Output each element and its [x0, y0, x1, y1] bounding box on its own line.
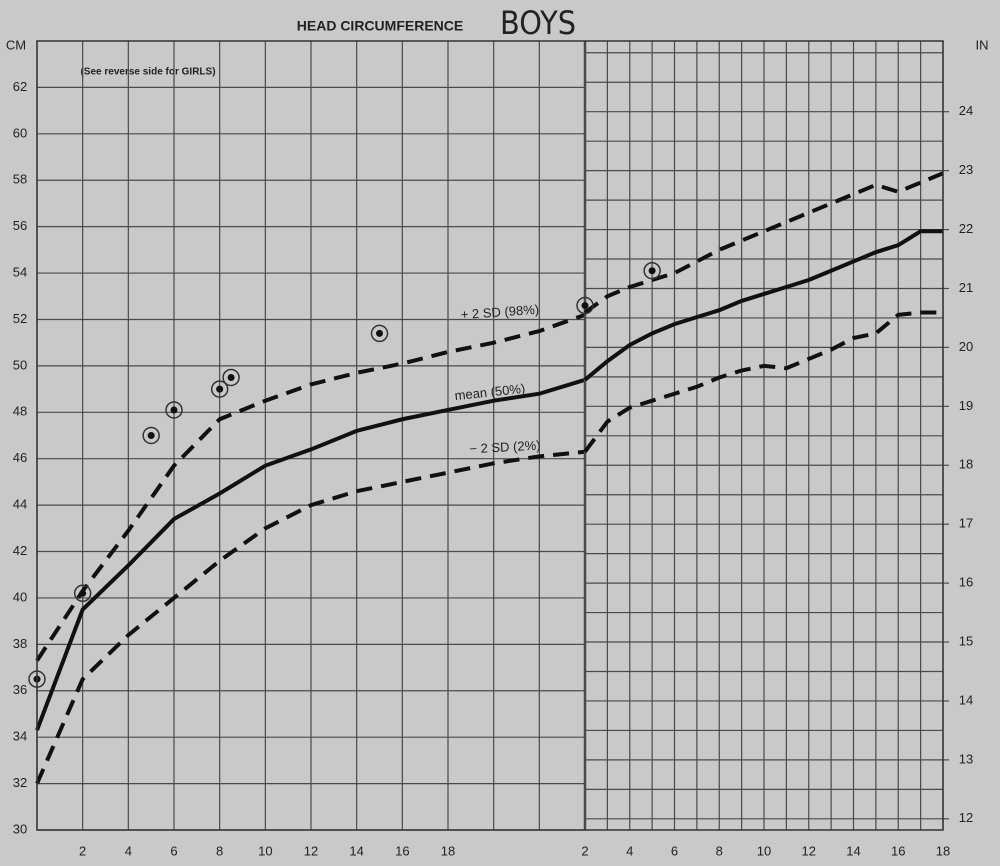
series-label: − 2 SD (2%)	[469, 438, 541, 457]
point-ring	[576, 296, 594, 315]
x-tick-label: 14	[349, 843, 363, 858]
x-tick-label: 4	[125, 843, 132, 858]
y2-tick-label: 22	[959, 221, 973, 236]
x-tick-label: 6	[671, 843, 678, 858]
point	[376, 329, 383, 337]
point	[581, 302, 589, 310]
point-ring	[643, 261, 661, 280]
x-tick-label: 8	[716, 843, 723, 858]
y-tick-label: 30	[13, 821, 27, 836]
series-line	[35, 312, 586, 662]
series-line	[35, 377, 586, 731]
x-tick-label: 18	[936, 843, 950, 858]
point	[216, 385, 224, 393]
x-tick-label: 2	[79, 843, 86, 858]
series-line	[583, 310, 943, 453]
x-tick-label: 4	[626, 843, 633, 858]
y2-tick-label: 24	[959, 103, 973, 118]
y2-tick-label: 13	[959, 751, 973, 766]
x-tick-label: 8	[216, 843, 223, 858]
y-tick-label: 50	[13, 357, 27, 372]
point	[170, 406, 178, 414]
y-tick-label: 36	[13, 682, 27, 697]
series-label: + 2 SD (98%)	[460, 302, 539, 322]
x-tick-label: 12	[802, 843, 816, 858]
x-tick-label: 14	[846, 843, 860, 858]
y2-tick-label: 15	[959, 633, 973, 648]
point	[79, 589, 87, 597]
series-label: mean (50%)	[454, 381, 526, 403]
point-ring	[222, 368, 240, 387]
y-tick-label: 44	[13, 497, 27, 512]
y-tick-label: 32	[13, 775, 27, 790]
y2-tick-label: 14	[959, 692, 973, 707]
y-tick-label: 60	[13, 125, 27, 140]
x-tick-label: 16	[395, 843, 409, 858]
y-tick-label: 42	[13, 543, 27, 558]
x-tick-label: 6	[170, 843, 177, 858]
x-tick-label: 10	[258, 843, 272, 858]
chart-title: HEAD CIRCUMFERENCE	[297, 18, 463, 34]
y2-tick-label: 23	[959, 162, 973, 177]
point	[648, 267, 656, 275]
y-tick-label: 62	[13, 79, 27, 94]
y-tick-label: 48	[13, 404, 27, 419]
y-tick-label: 56	[13, 218, 27, 233]
x-tick-label: 16	[891, 843, 905, 858]
point	[147, 432, 155, 439]
plot-frame	[36, 40, 944, 831]
chart-subtitle: BOYS	[500, 4, 576, 42]
x-tick-label: 10	[757, 843, 771, 858]
point-ring	[73, 584, 92, 603]
y-tick-label: 54	[13, 264, 27, 279]
x-tick-label: 18	[441, 843, 455, 858]
point-ring	[370, 324, 389, 343]
series-line	[583, 229, 943, 382]
y2-tick-label: 20	[959, 339, 973, 354]
y2-tick-label: 12	[959, 810, 973, 825]
point-ring	[142, 426, 160, 445]
y2-axis-label: IN	[976, 37, 989, 52]
x-tick-label: 2	[581, 843, 588, 858]
y2-tick-label: 19	[959, 398, 973, 413]
note: (See reverse side for GIRLS)	[80, 67, 215, 78]
y2-tick-label: 16	[959, 575, 973, 590]
series-line	[583, 171, 944, 315]
point-ring	[165, 401, 183, 419]
y-tick-label: 40	[13, 589, 27, 604]
point	[227, 373, 235, 381]
y-tick-label: 46	[13, 450, 27, 465]
y-tick-label: 52	[13, 311, 27, 326]
y-tick-label: 34	[13, 729, 27, 744]
y-tick-label: 58	[13, 172, 27, 187]
x-tick-label: 12	[304, 843, 318, 858]
y-axis-label: CM	[6, 37, 26, 52]
series-line	[35, 449, 586, 785]
y2-tick-label: 18	[959, 457, 973, 472]
y-tick-label: 38	[13, 636, 27, 651]
point-ring	[210, 380, 229, 398]
y2-tick-label: 17	[959, 516, 973, 531]
y2-tick-label: 21	[959, 280, 973, 295]
